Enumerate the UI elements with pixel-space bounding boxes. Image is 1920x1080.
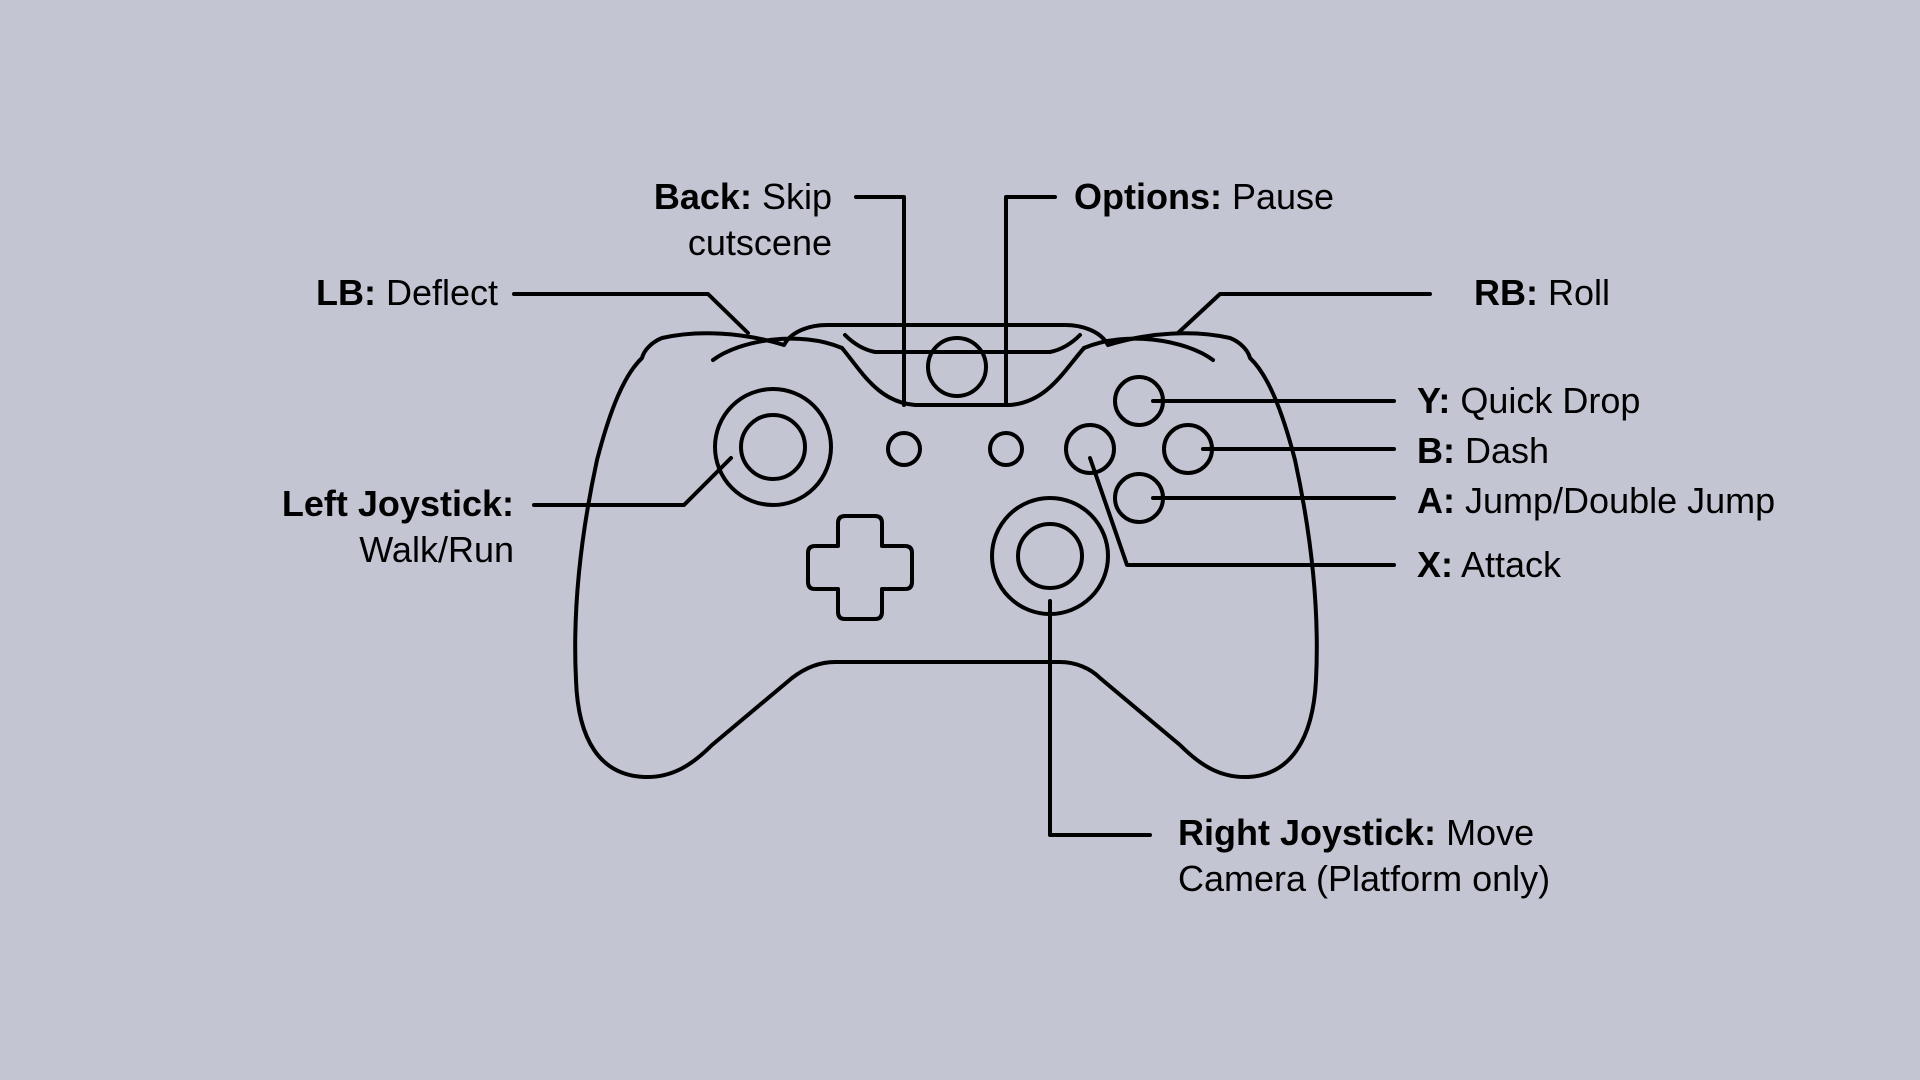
label-x-key: X: [1417,544,1453,585]
label-lb: LB: Deflect [316,270,498,316]
label-back-action-2: cutscene [687,222,832,263]
label-right-joystick-action-2: Camera (Platform only) [1178,858,1551,899]
label-x: X: Attack [1417,542,1561,588]
label-back: Back: Skip cutscene [654,174,832,266]
label-b-action: Dash [1465,430,1550,471]
lb-bumper [711,336,844,362]
label-back-key: Back: [653,176,752,217]
leader-line-options [1004,195,1057,407]
label-back-action: Skip [761,176,832,217]
label-b-key: B: [1417,430,1455,471]
label-options: Options: Pause [1074,174,1334,220]
label-y-action: Quick Drop [1460,380,1641,421]
label-right-joystick-key: Right Joystick: [1178,812,1437,853]
label-y: Y: Quick Drop [1417,378,1640,424]
label-options-key: Options: [1074,176,1222,217]
label-left-joystick: Left Joystick: Walk/Run [282,481,514,573]
label-lb-key: LB: [315,272,376,313]
label-x-action: Attack [1461,544,1562,585]
rb-bumper [1082,336,1215,362]
left-joystick-outer [713,387,833,507]
label-b: B: Dash [1417,428,1549,474]
label-right-joystick-action: Move [1446,812,1535,853]
leader-line-back [854,195,906,407]
x-button [1064,423,1116,475]
guide-button [926,336,988,398]
options-button [988,431,1024,467]
right-joystick-outer [990,496,1110,616]
right-joystick-inner [1016,522,1084,590]
left-joystick-inner [739,413,807,481]
label-options-action: Pause [1232,176,1335,217]
back-button [886,431,922,467]
leader-line-x [1088,456,1396,567]
label-left-joystick-action: Walk/Run [359,529,514,570]
label-left-joystick-key: Left Joystick: [281,483,514,524]
label-right-joystick: Right Joystick: Move Camera (Platform on… [1178,810,1550,902]
label-rb-key: RB: [1474,272,1538,313]
label-a: A: Jump/Double Jump [1417,478,1775,524]
leader-line-rb [1176,292,1432,335]
label-y-key: Y: [1417,380,1451,421]
d-pad [806,514,914,621]
leader-line-left-joystick [532,456,733,507]
leader-line-lb [512,292,750,335]
controller-body [573,323,1319,780]
label-rb: RB: Roll [1474,270,1610,316]
center-plate [840,333,1086,407]
label-a-key: A: [1417,480,1455,521]
label-a-action: Jump/Double Jump [1465,480,1776,521]
label-lb-action: Deflect [385,272,498,313]
leader-line-right-joystick [1048,599,1152,837]
label-rb-action: Roll [1548,272,1611,313]
